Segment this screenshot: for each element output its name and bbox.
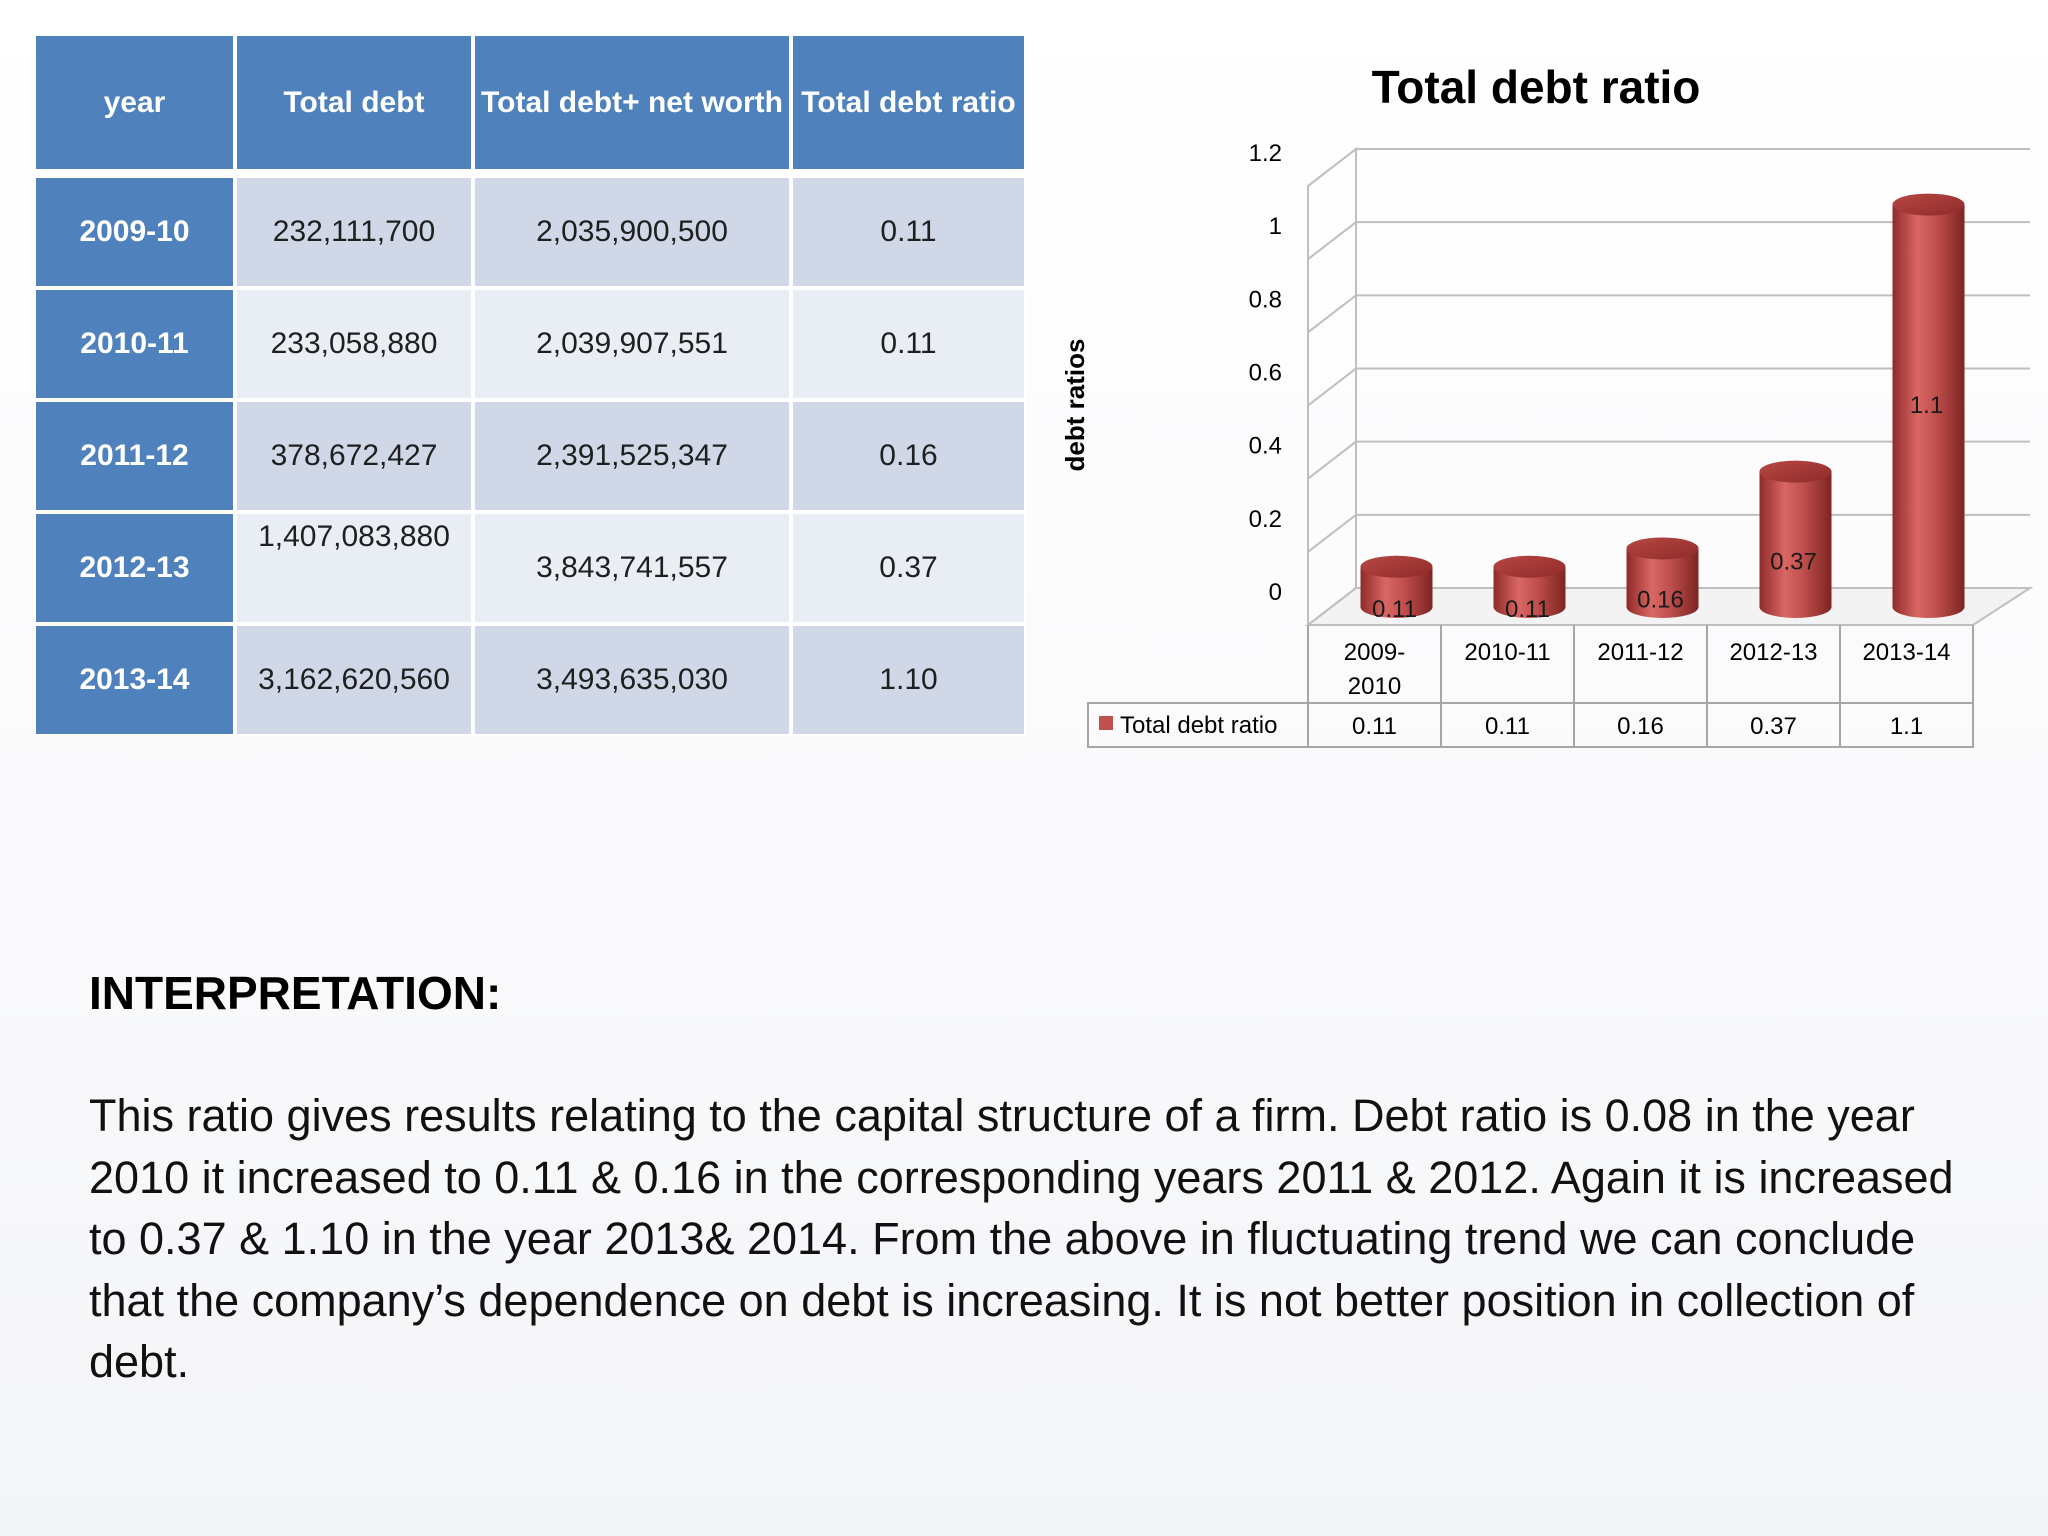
- cell-total-debt: 1,407,083,880: [235, 512, 473, 624]
- interpretation-heading: INTERPRETATION:: [89, 967, 502, 1019]
- debt-ratio-table: year Total debt Total debt+ net worth To…: [34, 34, 1026, 736]
- header-year: year: [34, 34, 235, 176]
- table-row: 2013-14 3,162,620,560 3,493,635,030 1.10: [34, 624, 1026, 736]
- cell-total-debt: 378,672,427: [235, 400, 473, 512]
- row-year: 2010-11: [34, 288, 235, 400]
- cell-total-debt: 233,058,880: [235, 288, 473, 400]
- table-row: 2009-10 232,111,700 2,035,900,500 0.11: [34, 176, 1026, 288]
- cell-total-debt-net-worth: 2,039,907,551: [473, 288, 791, 400]
- row-year: 2013-14: [34, 624, 235, 736]
- cell-total-debt: 3,162,620,560: [235, 624, 473, 736]
- cell-ratio: 0.16: [791, 400, 1026, 512]
- cell-total-debt-net-worth: 3,843,741,557: [473, 512, 791, 624]
- cell-total-debt-net-worth: 2,391,525,347: [473, 400, 791, 512]
- cell-ratio: 0.11: [791, 176, 1026, 288]
- interpretation-body: This ratio gives results relating to the…: [89, 1090, 1954, 1387]
- cell-ratio: 0.37: [791, 512, 1026, 624]
- header-total-debt-ratio: Total debt ratio: [791, 34, 1026, 176]
- row-year: 2009-10: [34, 176, 235, 288]
- cell-total-debt-net-worth: 3,493,635,030: [473, 624, 791, 736]
- cell-total-debt-net-worth: 2,035,900,500: [473, 176, 791, 288]
- table-header-row: year Total debt Total debt+ net worth To…: [34, 34, 1026, 176]
- cell-total-debt: 232,111,700: [235, 176, 473, 288]
- header-total-debt-net-worth: Total debt+ net worth: [473, 34, 791, 176]
- table-row: 2010-11 233,058,880 2,039,907,551 0.11: [34, 288, 1026, 400]
- row-year: 2011-12: [34, 400, 235, 512]
- table-row: 2011-12 378,672,427 2,391,525,347 0.16: [34, 400, 1026, 512]
- cell-ratio: 0.11: [791, 288, 1026, 400]
- header-total-debt: Total debt: [235, 34, 473, 176]
- table-row: 2012-13 1,407,083,880 3,843,741,557 0.37: [34, 512, 1026, 624]
- cell-ratio: 1.10: [791, 624, 1026, 736]
- row-year: 2012-13: [34, 512, 235, 624]
